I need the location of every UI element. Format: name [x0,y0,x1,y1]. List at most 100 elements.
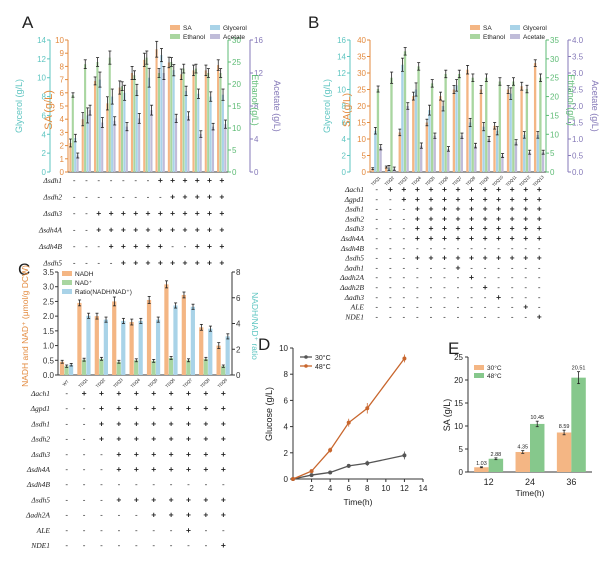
panel-a-bar-glycerol [184,90,188,172]
panel-c-bar-nad [203,358,208,375]
panel-c-genotype-mark: + [169,434,174,444]
panel-b-genotype-mark: + [415,184,420,194]
panel-b-genotype-mark: + [483,253,488,263]
panel-a-bar-sa [155,49,158,172]
panel-b-genotype-mark: + [523,194,528,204]
panel-b-genotype-mark: + [496,233,501,243]
panel-b-genotype-mark: + [388,184,393,194]
panel-c-genotype-mark: + [203,464,208,474]
panel-a-genotype-mark: - [73,209,76,218]
panel-b-genotype-mark: - [497,273,500,282]
panel-b-legend-label: Glycerol [523,25,547,32]
panel-a-legend-label: Glycerol [223,25,247,32]
panel-b-bar-sa [398,132,401,172]
panel-b-genotype-mark: + [537,213,542,223]
panel-b-bar-ethanol [444,73,447,172]
panel-a-bar-acetate [125,126,128,172]
panel-d-x-tick-label: 4 [328,484,333,493]
panel-e-y-tick-label: 25 [454,353,463,362]
panel-b-genotype-mark: + [456,223,461,233]
panel-c-genotype-mark: + [134,388,139,398]
panel-c-genotype-mark: - [83,465,86,474]
panel-c-genotype-mark: - [83,526,86,535]
panel-b-acetate-axis-tick-label: 4.0 [572,36,584,45]
panel-a-genotype-row-label: Δsdh1 [42,176,62,185]
panel-a-bar-glycerol [98,79,101,172]
panel-b-bar-glycerol [509,93,512,172]
panel-b-genotype-mark: + [456,184,461,194]
panel-a-bar-sa [217,65,220,172]
panel-c-genotype-mark: + [134,418,139,428]
panel-c-right-axis-tick-label: 2 [236,345,241,354]
panel-c-legend-label: NADH [75,271,94,278]
panel-a-genotype-mark: - [73,259,76,268]
panel-b-genotype-mark: + [469,233,474,243]
panel-e-bar-30c [474,467,489,472]
panel-c-genotype-mark: + [169,449,174,459]
panel-b-genotype-mark: - [524,312,527,321]
panel-c-genotype-mark: - [135,541,138,550]
panel-c-genotype-mark: + [203,418,208,428]
panel-b-sa-axis-tick-label: 20 [357,102,366,111]
panel-c-genotype-row-label: Δsdh4B [26,480,51,489]
panel-a-genotype-mark: - [85,176,88,185]
panel-c-bar-nad [64,366,69,375]
panel-a-bar-glycerol [197,93,200,172]
panel-c-legend-swatch [62,289,72,294]
panel-c-genotype-mark: - [152,480,155,489]
panel-c-genotype-row-label: ALE [36,526,51,535]
panel-a-ethanol-axis-tick-label: 30 [232,36,241,45]
panel-a-bar-sa [69,142,72,172]
panel-b-genotype-mark: + [469,194,474,204]
panel-b-glycerol-axis-tick-label: 6 [342,119,347,128]
panel-d-point-30c [346,463,351,468]
panel-c-bar-rationadhnad [225,336,230,375]
panel-b-genotype-mark: + [401,194,406,204]
panel-a-genotype-mark: + [121,208,126,218]
panel-b-genotype-mark: + [537,204,542,214]
panel-c-left-axis-title: NADH and NAD⁺ (μmol/g DCW) [20,265,30,387]
panel-a-genotype-mark: + [219,175,224,185]
panel-c-strain-label: TDQ9 [217,377,229,389]
panel-b-genotype-mark: - [457,312,460,321]
panel-a-sa-axis-tick-label: 1 [60,155,65,164]
panel-b-genotype-mark: - [416,283,419,292]
panel-a-genotype-mark: + [133,225,138,235]
panel-b-genotype-mark: - [457,244,460,253]
panel-e-legend-swatch [474,373,484,378]
panel-b-strain-label: TDQ4 [411,175,423,187]
panel-a-genotype-mark: + [146,258,151,268]
panel-b-bar-acetate [514,142,518,172]
panel-a-genotype-mark: - [97,242,100,251]
panel-b-genotype-mark: + [456,204,461,214]
panel-b-bar-acetate [379,147,382,172]
panel-a-genotype-mark: + [146,241,151,251]
panel-a-sa-axis-tick-label: 2 [60,142,65,151]
panel-a-genotype-mark: + [182,175,187,185]
panel-a-acetate-axis-tick-label: 8 [254,102,259,111]
panel-e-legend-swatch [474,365,484,370]
panel-c-genotype-mark: + [151,449,156,459]
panel-b-genotype-mark: - [375,244,378,253]
panel-b-genotype-mark: - [375,273,378,282]
panel-b-genotype-mark: + [442,213,447,223]
panel-b-genotype-mark: - [524,273,527,282]
panel-b-sa-axis-tick-label: 15 [357,119,366,128]
panel-c-bar-nadh [146,299,152,375]
panel-b-genotype-mark: - [403,214,406,223]
panel-c-genotype-mark: + [221,494,226,504]
panel-c-genotype-mark: + [203,388,208,398]
panel-c-bar-nadh [112,301,117,375]
panel-b-genotype-mark: + [442,253,447,263]
panel-c-genotype-mark: + [221,388,226,398]
panel-c-genotype-mark: - [83,450,86,459]
panel-b-genotype-mark: + [537,194,542,204]
panel-a-genotype-mark: + [207,175,212,185]
panel-a-genotype-mark: + [96,208,101,218]
panel-a-genotype-mark: - [97,193,100,202]
panel-c-genotype-mark: - [205,541,208,550]
panel-b-genotype-mark: + [415,253,420,263]
panel-b-genotype-mark: + [496,253,501,263]
panel-c-genotype-mark: - [83,541,86,550]
panel-c-bar-nad [81,359,87,375]
